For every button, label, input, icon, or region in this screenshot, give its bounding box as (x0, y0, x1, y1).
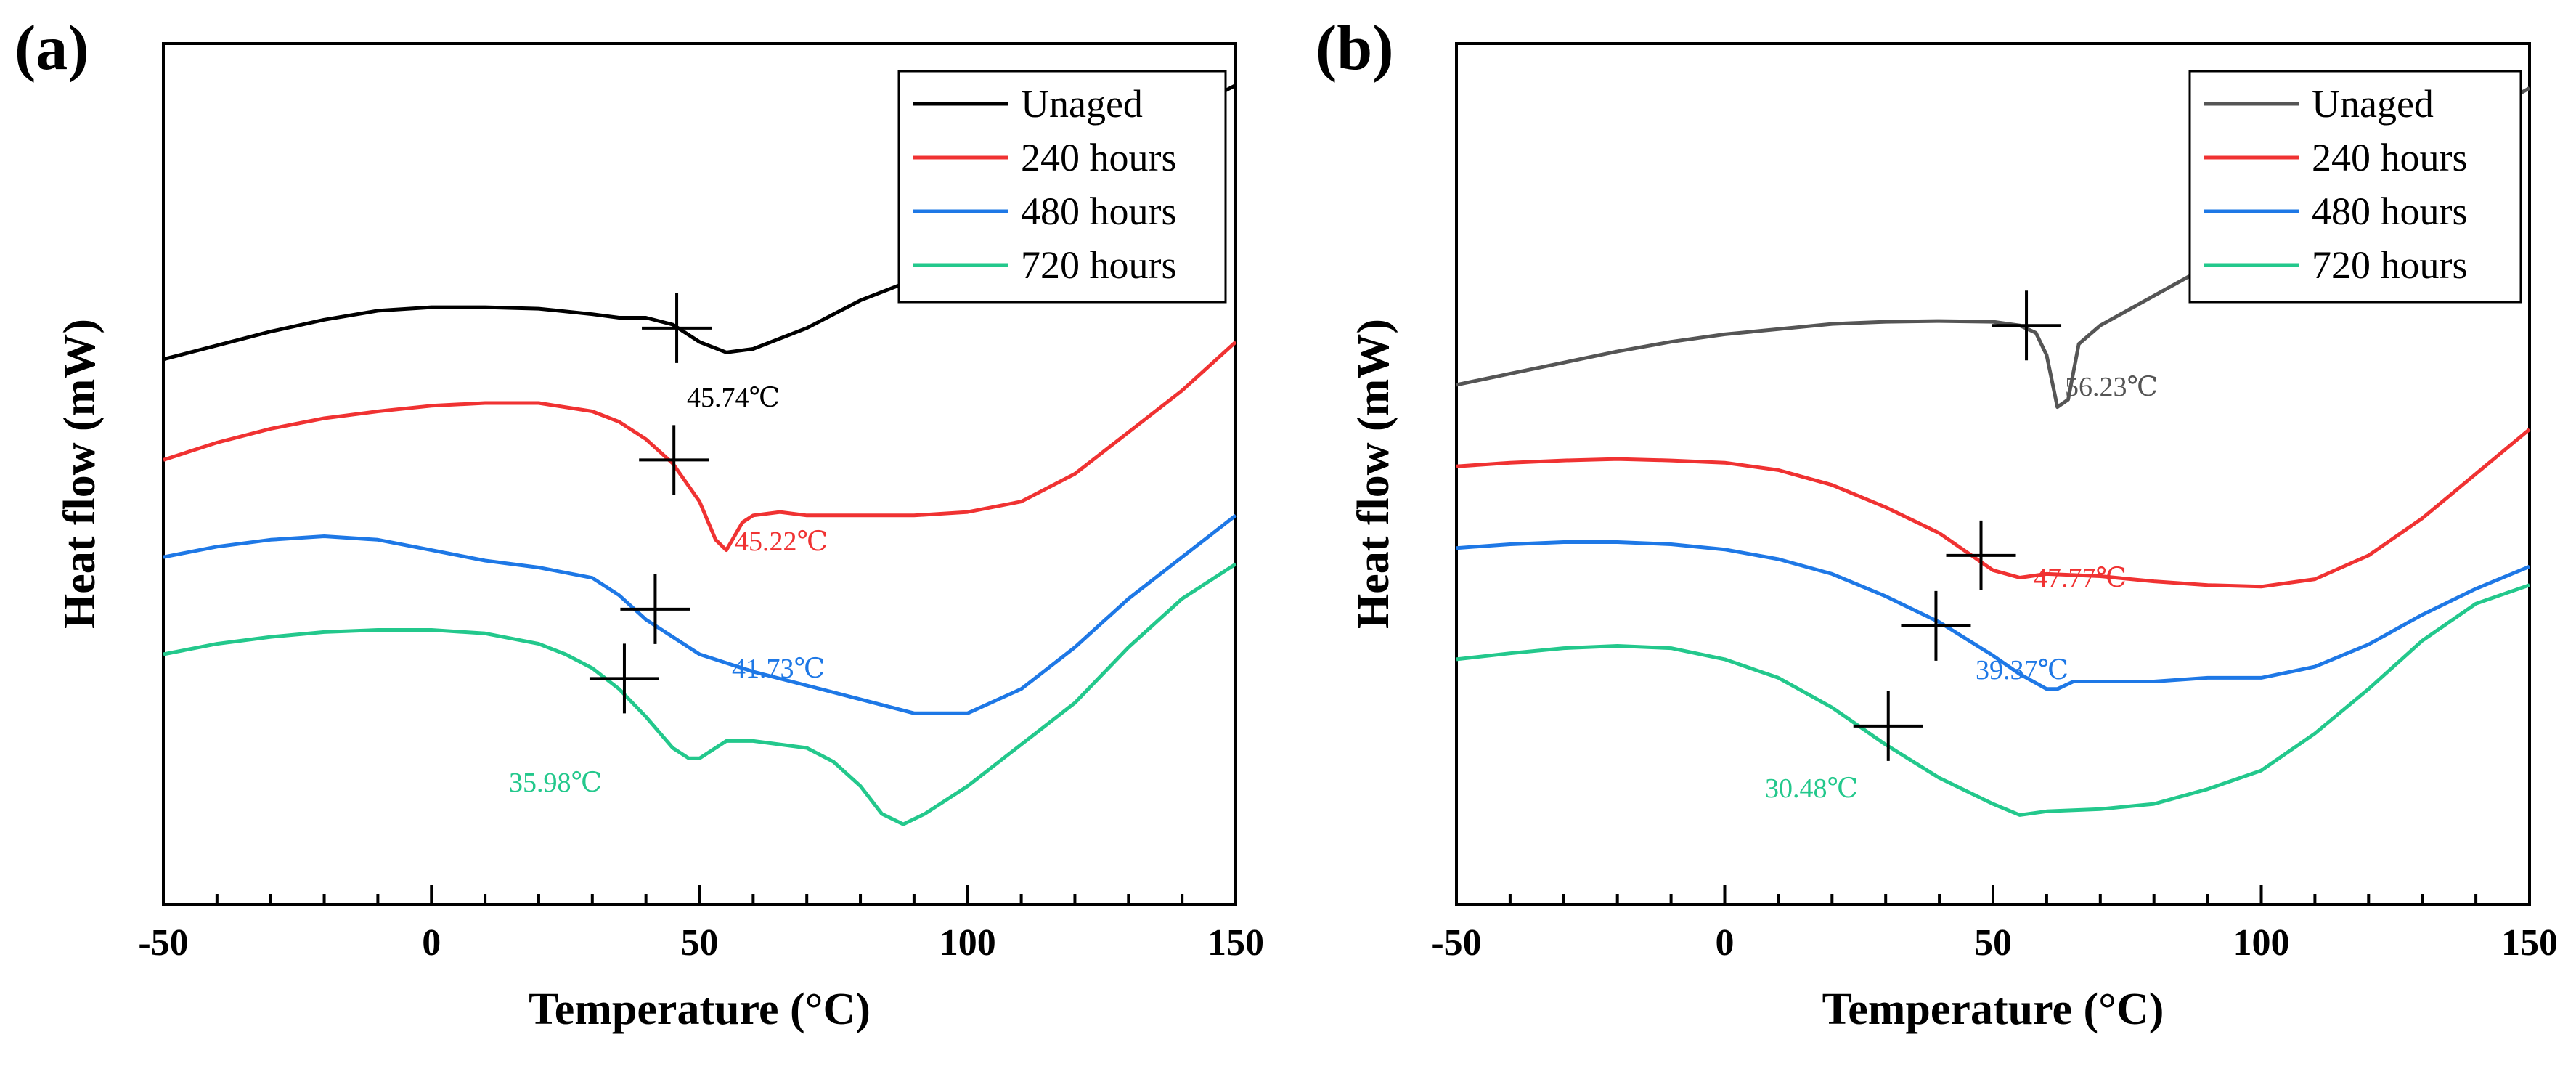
x-tick-label: 100 (939, 922, 996, 964)
legend-label: Unaged (2312, 82, 2434, 126)
onset-temperature-label: 35.98℃ (509, 768, 602, 798)
legend-label: 480 hours (1021, 190, 1177, 233)
x-tick-label: -50 (1431, 922, 1481, 964)
onset-temperature-label: 47.77℃ (2034, 563, 2127, 593)
legend-label: 720 hours (1021, 243, 1177, 287)
panel-label: (b) (1316, 13, 1394, 84)
x-tick-label: 50 (681, 922, 719, 964)
y-axis-title: Heat flow (mW) (55, 319, 105, 629)
y-axis-title: Heat flow (mW) (1349, 319, 1398, 629)
onset-temperature-label: 41.73℃ (732, 654, 825, 684)
series-line-480-hours (1456, 540, 2530, 691)
series-line-240-hours (1456, 428, 2531, 589)
x-tick-label: 0 (1716, 922, 1735, 964)
x-tick-label: -50 (138, 922, 188, 964)
series-line-720-hours (1456, 583, 2530, 817)
onset-temperature-label: 30.48℃ (1765, 773, 1858, 804)
x-tick-label: 150 (2501, 922, 2558, 964)
panel-b: (b) -50 0 50 100 150 Temperature (°C) Heat flow… (1316, 13, 2558, 1034)
x-tick-label: 150 (1207, 922, 1264, 964)
onset-temperature-label: 45.22℃ (735, 526, 828, 557)
x-axis-title: Temperature (°C) (529, 985, 871, 1034)
series-line-240-hours (163, 341, 1237, 553)
legend-label: 240 hours (1021, 136, 1177, 179)
onset-temperature-label: 45.74℃ (687, 383, 780, 413)
panel-label: (a) (15, 13, 89, 84)
legend-label: 720 hours (2312, 243, 2468, 287)
panel-a: (a) -50 0 50 100 150 Temperature (°C) Heat flow… (15, 13, 1264, 1034)
onset-temperature-label: 39.37℃ (1976, 655, 2068, 685)
legend-label: 240 hours (2312, 136, 2468, 179)
x-tick-label: 100 (2233, 922, 2290, 964)
legend-label: Unaged (1021, 82, 1143, 126)
legend-label: 480 hours (2312, 190, 2468, 233)
x-axis-title: Temperature (°C) (1822, 985, 2164, 1034)
x-tick-label: 50 (1974, 922, 2012, 964)
onset-temperature-label: 56.23℃ (2065, 372, 2158, 402)
x-tick-label: 0 (422, 922, 441, 964)
series-line-720-hours (163, 562, 1237, 826)
series-line-480-hours (163, 513, 1237, 715)
